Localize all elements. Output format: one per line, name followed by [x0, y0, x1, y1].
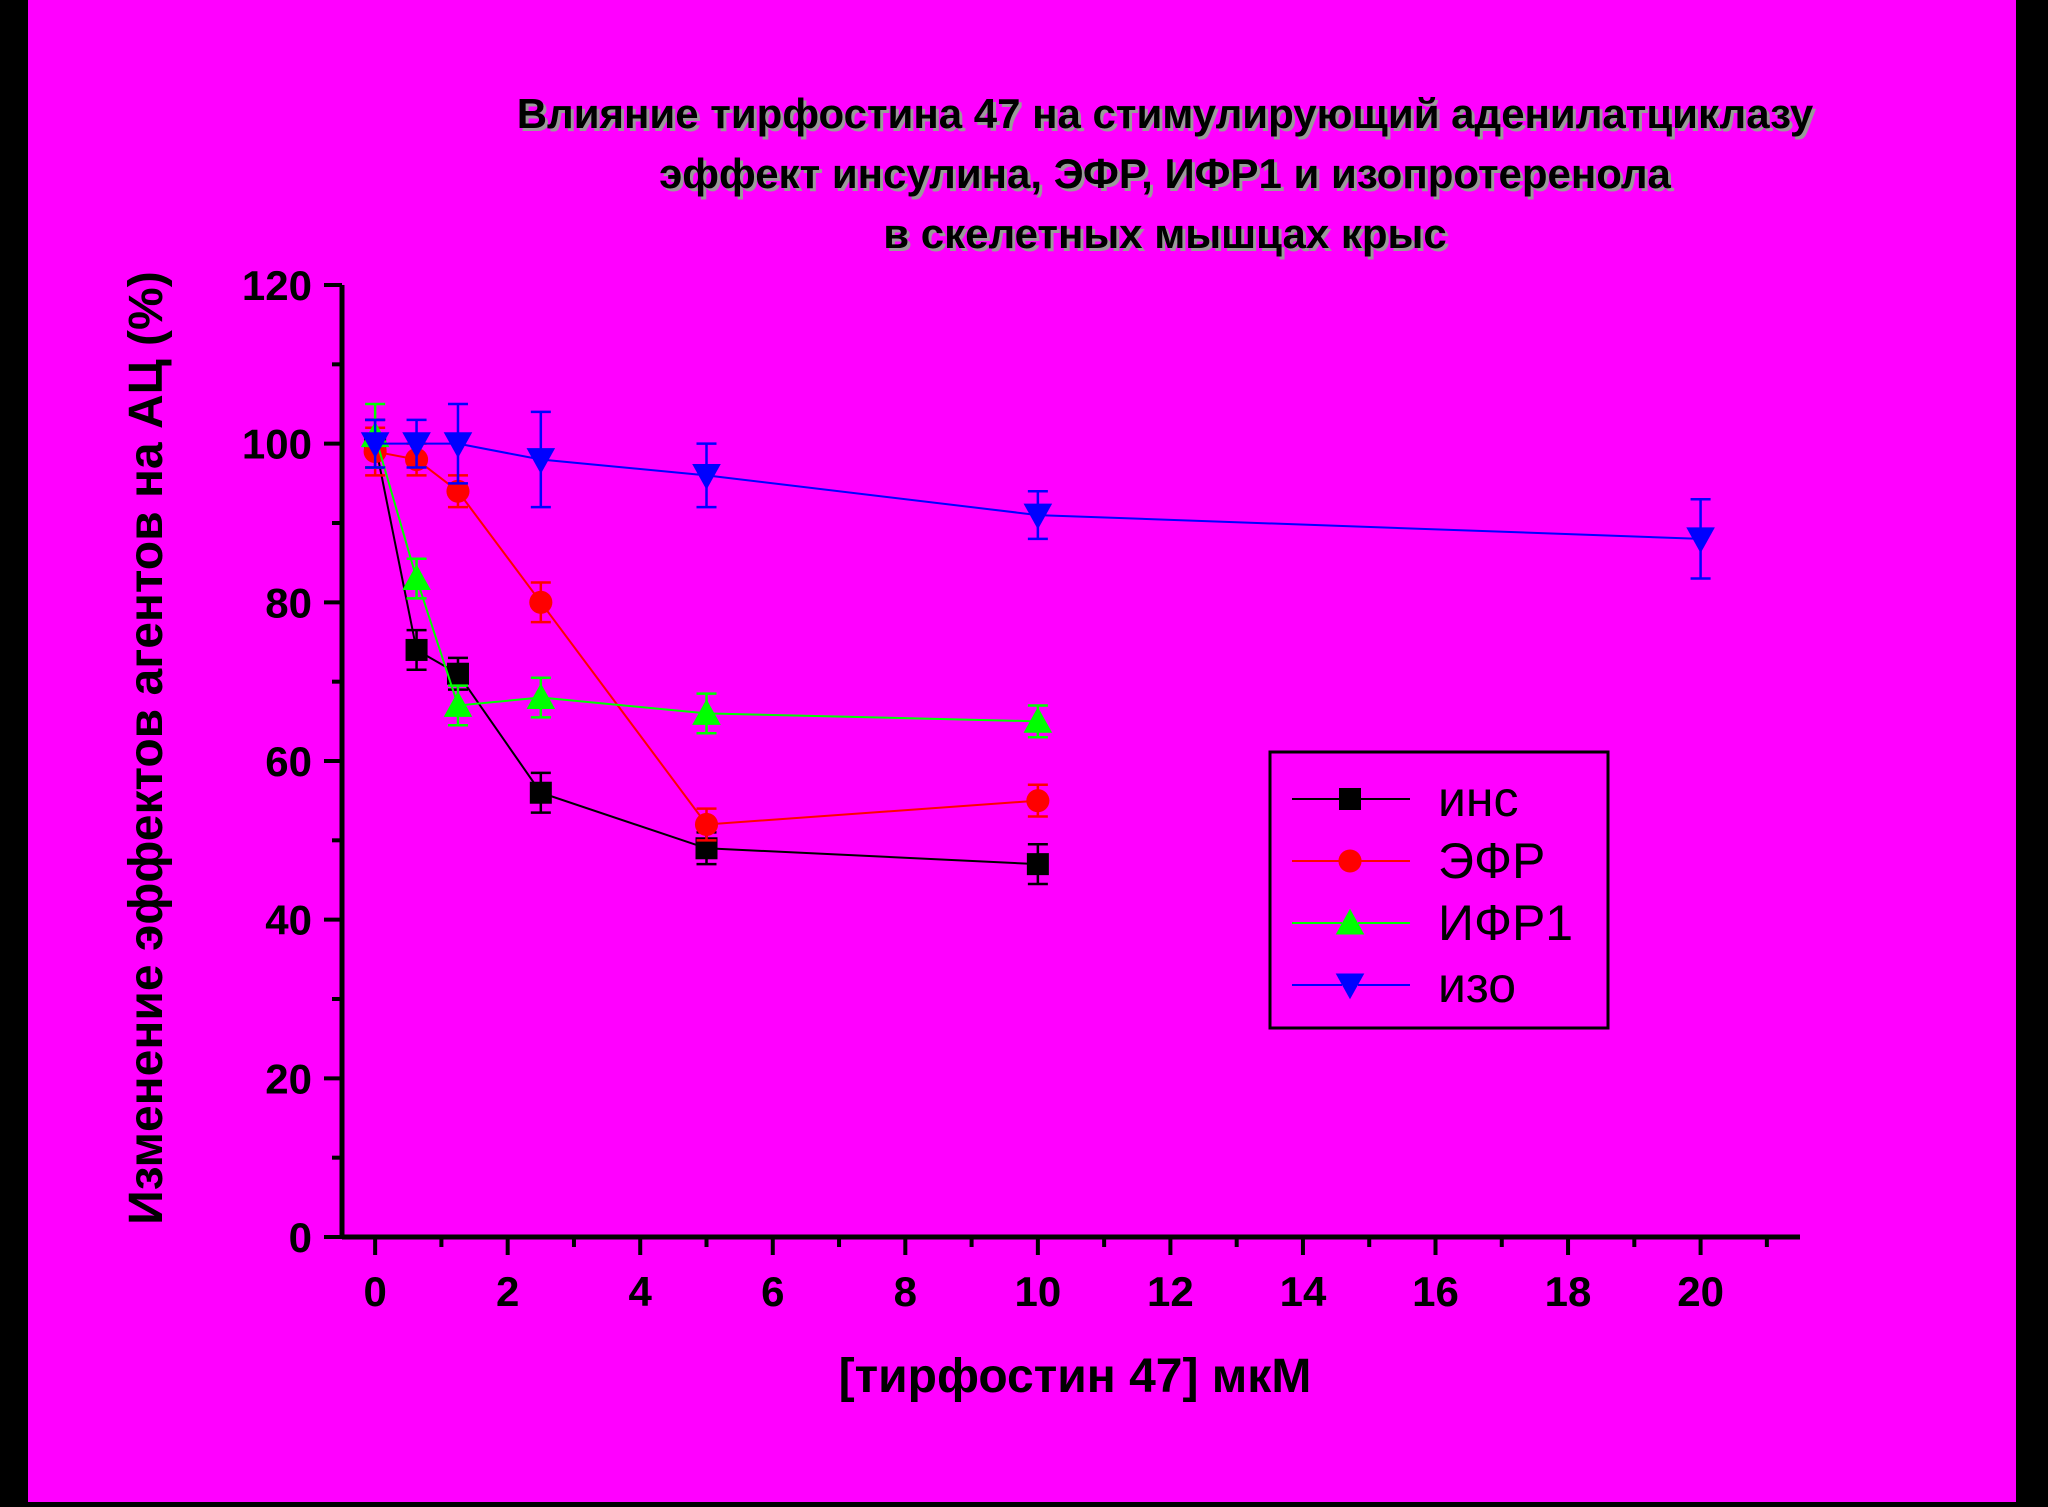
chart-title: Влияние тирфостина 47 на стимулирующий а… [517, 90, 1817, 260]
x-tick-label-2: 2 [496, 1268, 519, 1315]
y-tick-label-0: 0 [289, 1214, 312, 1261]
data-point [443, 691, 473, 717]
data-point [692, 463, 721, 490]
y-tick-label-80: 80 [265, 579, 312, 626]
x-tick-label-10: 10 [1015, 1268, 1062, 1315]
data-point [692, 699, 721, 725]
legend-item-4: изо [1292, 957, 1516, 1013]
data-point [443, 432, 473, 458]
data-point [402, 564, 431, 590]
chart-title-line-2-shadow: эффект инсулина, ЭФР, ИФР1 и изопротерен… [662, 153, 1674, 200]
data-point [526, 448, 556, 474]
chart-title-line-3-shadow: в скелетных мышцах крыс [886, 213, 1450, 260]
x-axis-label: [тирфостин 47] мкМ [839, 1350, 1312, 1403]
y-tick-label-100: 100 [242, 421, 312, 468]
legend-label: ИФР1 [1438, 895, 1573, 951]
data-point [695, 837, 718, 860]
x-tick-label-4: 4 [629, 1268, 653, 1315]
chart-title-line-2: эффект инсулина, ЭФР, ИФР1 и изопротерен… [659, 150, 1671, 197]
data-point [360, 432, 390, 458]
axes: 0 20 40 60 80 100 120 0 2 4 6 8 10 12 14 16 18 20 [242, 262, 1800, 1315]
series-4 [360, 402, 1715, 580]
data-point [529, 590, 553, 614]
y-tick-label-60: 60 [265, 738, 312, 785]
series-line [374, 435, 1038, 723]
data-point [1023, 707, 1053, 733]
x-tick-label-8: 8 [894, 1268, 917, 1315]
data-point [446, 479, 470, 503]
x-tick-label-12: 12 [1147, 1268, 1194, 1315]
y-axis-label: Изменение эффектов агентов на АЦ (%) [120, 271, 173, 1224]
legend-item-3: ИФР1 [1292, 895, 1573, 951]
data-point [1026, 789, 1050, 813]
chart-title-line-1-shadow: Влияние тирфостина 47 на стимулирующий а… [520, 93, 1817, 140]
series-line [374, 443, 1038, 866]
x-tick-label-14: 14 [1280, 1268, 1327, 1315]
data-point [694, 812, 719, 837]
legend: инс ЭФР ИФР1 изо [1268, 750, 1610, 1030]
legend-label: ЭФР [1438, 833, 1545, 889]
data-point [1023, 503, 1053, 530]
legend-item-1: инс [1292, 771, 1519, 827]
legend-item-2: ЭФР [1292, 833, 1545, 889]
series-layer [360, 402, 1715, 886]
legend-marker [1335, 973, 1365, 1000]
data-point [1026, 853, 1049, 876]
legend-marker [1339, 788, 1361, 810]
data-point [526, 683, 556, 709]
chart-title-line-3: в скелетных мышцах крыс [883, 210, 1447, 257]
x-tick-label-20: 20 [1677, 1268, 1724, 1315]
y-tick-label-120: 120 [242, 262, 312, 309]
x-tick-label-16: 16 [1412, 1268, 1459, 1315]
data-point [405, 638, 428, 661]
x-tick-label-0: 0 [363, 1268, 386, 1315]
legend-marker [1335, 908, 1365, 935]
chart-title-line-1: Влияние тирфостина 47 на стимулирующий а… [517, 90, 1814, 137]
plot-background [28, 0, 2016, 1502]
y-tick-label-40: 40 [265, 897, 312, 944]
x-tick-label-18: 18 [1545, 1268, 1592, 1315]
x-tick-label-6: 6 [761, 1268, 784, 1315]
legend-marker [1338, 849, 1362, 873]
data-point [402, 432, 431, 458]
legend-label: инс [1438, 771, 1519, 827]
y-tick-label-20: 20 [265, 1055, 312, 1102]
legend-label: изо [1438, 957, 1516, 1013]
data-point [446, 662, 469, 685]
data-point [1686, 527, 1715, 554]
data-point [529, 781, 552, 804]
